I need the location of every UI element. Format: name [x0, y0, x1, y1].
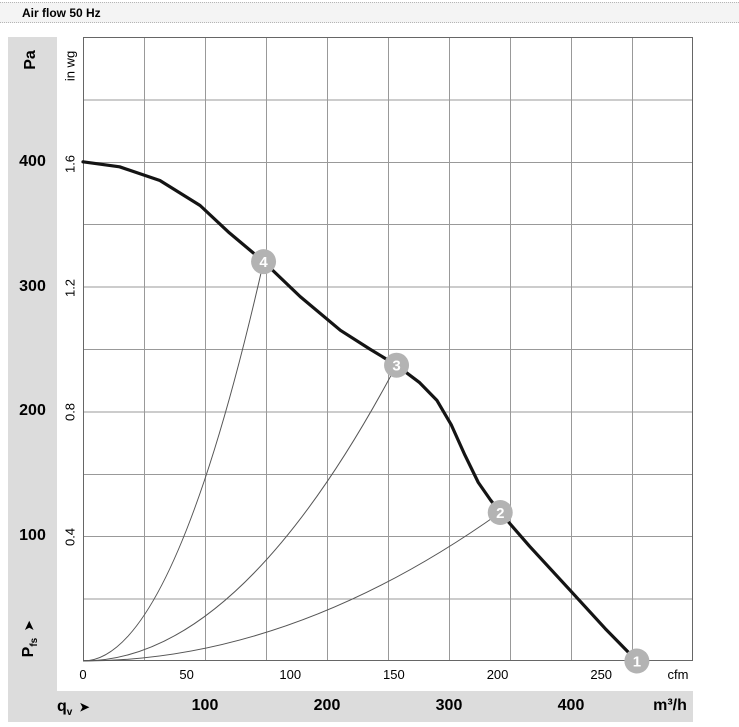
y-axis-unit-pa: Pa — [22, 50, 39, 70]
cfm-tick-label: 0 — [79, 667, 87, 682]
operating-point-marker-2 — [487, 499, 513, 525]
operating-point-number: 3 — [392, 358, 400, 375]
m3h-tick-label: 300 — [435, 697, 463, 714]
section-title: Air flow 50 Hz — [22, 5, 101, 20]
operating-point-number: 4 — [259, 254, 268, 271]
cfm-tick-label: 100 — [279, 667, 302, 682]
operating-point-marker-1 — [624, 648, 650, 674]
y-axis-unit-inwg: in wg — [62, 50, 78, 82]
y-axis-quantity-pfs: Pfs ➤ — [20, 621, 40, 658]
x-axis-strip — [8, 691, 693, 722]
operating-point-number: 2 — [496, 505, 504, 522]
cfm-tick-label: 250 — [590, 667, 613, 682]
x-axis-unit-cfm: cfm — [667, 667, 689, 682]
y-axis-strip — [8, 37, 57, 691]
plot-border — [82, 36, 694, 662]
fan-performance-chart: 1 2 3 4 — [81, 36, 694, 674]
system-resistance-curve-4 — [82, 261, 265, 662]
qv-subscript: v — [66, 707, 73, 719]
m3h-tick-label: 400 — [557, 697, 585, 714]
pfs-subscript: fs — [29, 637, 41, 647]
operating-point-marker-3 — [384, 352, 410, 378]
right-arrow-icon: ➤ — [79, 700, 90, 714]
system-resistance-curve-3 — [82, 364, 397, 662]
cfm-tick-label: 200 — [486, 667, 509, 682]
operating-point-number: 1 — [633, 653, 641, 670]
section-header: Air flow 50 Hz — [0, 2, 739, 23]
system-resistance-curve-2 — [82, 512, 501, 662]
inwg-tick-label: 1.2 — [62, 278, 78, 297]
qv-symbol: q — [57, 698, 67, 715]
cfm-tick-label: 150 — [383, 667, 405, 682]
pa-tick-label: 100 — [19, 527, 46, 545]
pa-tick-label: 400 — [19, 152, 46, 170]
fan-curve — [81, 160, 639, 663]
x-axis-unit-m3h: m³/h — [653, 697, 687, 714]
inwg-tick-label: 0.8 — [62, 403, 78, 422]
x-axis-quantity-qv: qv ➤ — [57, 698, 89, 718]
cfm-tick-label: 50 — [179, 667, 194, 682]
operating-point-marker-4 — [251, 249, 277, 275]
pfs-symbol: P — [19, 646, 37, 658]
m3h-tick-label: 100 — [191, 697, 219, 714]
inwg-tick-label: 1.6 — [62, 154, 78, 173]
inwg-tick-label: 0.4 — [62, 527, 78, 546]
pa-tick-label: 200 — [19, 402, 46, 420]
pa-tick-label: 300 — [19, 277, 46, 295]
up-arrow-icon: ➤ — [21, 620, 36, 631]
m3h-tick-label: 200 — [313, 697, 341, 714]
